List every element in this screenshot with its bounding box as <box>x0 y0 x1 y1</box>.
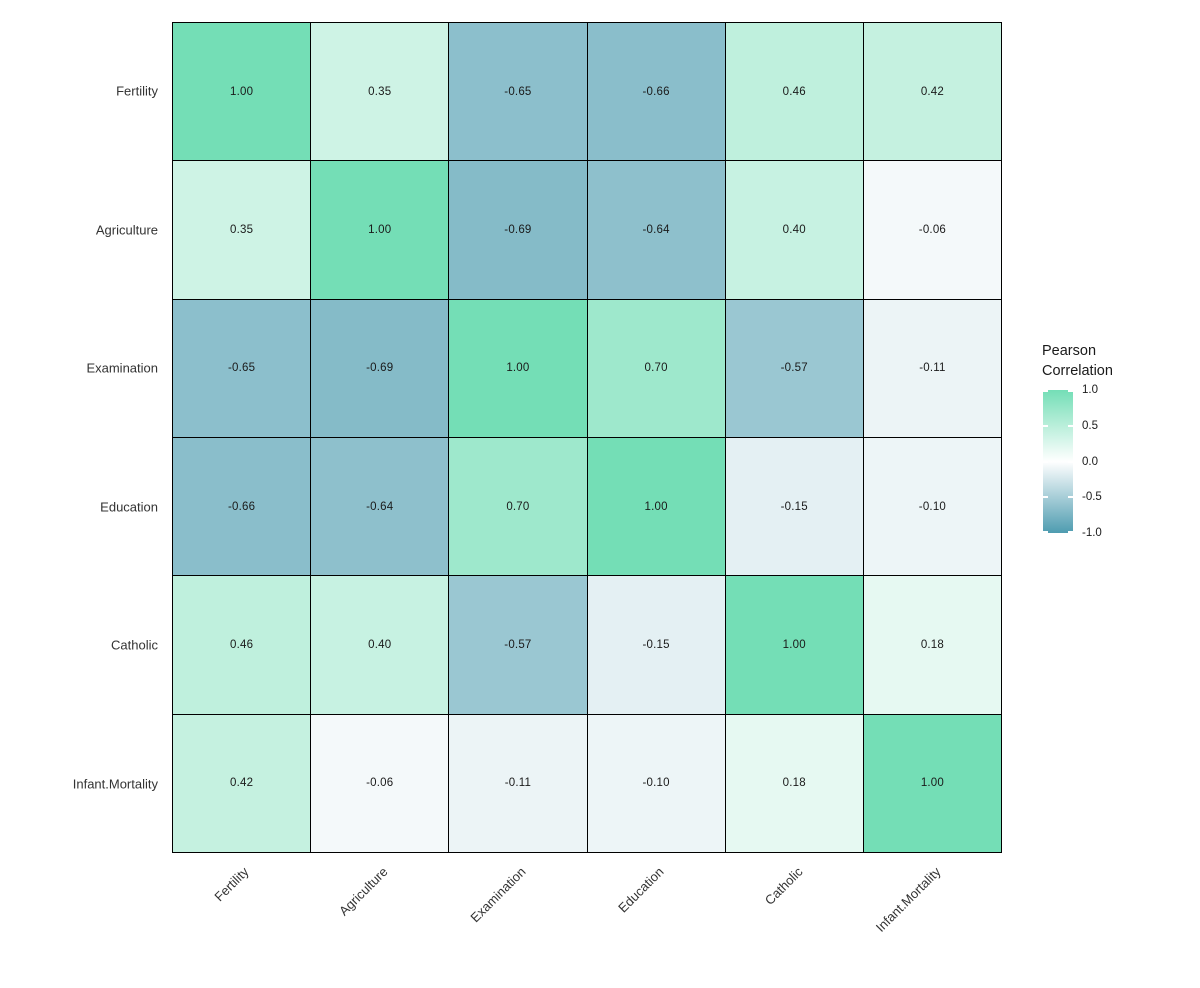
x-axis-label: Examination <box>467 864 529 926</box>
heatmap-cell: 1.00 <box>587 437 725 576</box>
heatmap-cell: 0.46 <box>173 576 311 714</box>
legend-tick-mark <box>1043 424 1048 427</box>
heatmap-cell: 0.42 <box>173 714 311 852</box>
heatmap-cell: -0.10 <box>587 714 725 852</box>
y-axis-label: Infant.Mortality <box>72 776 158 792</box>
heatmap-cell: 0.18 <box>863 576 1001 714</box>
legend-tick-mark <box>1068 531 1073 533</box>
x-axis-label: Infant.Mortality <box>872 864 944 935</box>
heatmap-cell: -0.64 <box>587 161 725 299</box>
heatmap-cell: -0.57 <box>725 299 863 437</box>
legend-tick-mark <box>1068 460 1073 463</box>
x-axis-label: Catholic <box>761 864 806 908</box>
heatmap-cell: 0.70 <box>449 437 587 576</box>
heatmap-cell: -0.65 <box>173 299 311 437</box>
legend-title-line-1: Pearson <box>1042 343 1097 359</box>
y-axis-label: Catholic <box>111 637 158 653</box>
heatmap-cell: -0.06 <box>863 161 1001 299</box>
heatmap-cell: -0.57 <box>449 576 587 714</box>
y-axis-label: Education <box>100 499 158 515</box>
legend-tick-mark <box>1043 531 1048 533</box>
heatmap-cell: 1.00 <box>863 714 1001 852</box>
legend-tick-label: -0.5 <box>1082 491 1102 504</box>
legend-tick-mark <box>1068 390 1073 392</box>
x-axis-label: Education <box>615 864 667 916</box>
heatmap-cell: 0.35 <box>311 23 449 161</box>
heatmap-cell: -0.65 <box>449 23 587 161</box>
heatmap-cell: -0.15 <box>587 576 725 714</box>
correlation-heatmap-figure: 1.00 0.35 -0.65 -0.66 0.46 0.42 0.35 1.00 -0.69-… <box>72 22 1113 935</box>
heatmap-cell: -0.64 <box>311 437 449 576</box>
heatmap-cell: -0.10 <box>863 437 1001 576</box>
heatmap-cell: 0.42 <box>863 23 1001 161</box>
heatmap-cell: -0.11 <box>863 299 1001 437</box>
legend-tick-mark <box>1068 424 1073 427</box>
legend-tick-mark <box>1068 496 1073 499</box>
heatmap-cell: 0.35 <box>173 161 311 299</box>
legend-tick-mark <box>1043 496 1048 499</box>
x-axis-label: Agriculture <box>335 864 391 919</box>
heatmap-cell: -0.66 <box>587 23 725 161</box>
heatmap-cell: 0.40 <box>725 161 863 299</box>
heatmap-cell: -0.69 <box>311 299 449 437</box>
heatmap-cell: 1.00 <box>449 299 587 437</box>
heatmap-cell: 0.70 <box>587 299 725 437</box>
heatmap-cell: 0.40 <box>311 576 449 714</box>
y-axis-label: Fertility <box>116 83 158 99</box>
heatmap-cell: 1.00 <box>311 161 449 299</box>
y-axis-label: Examination <box>86 360 158 376</box>
legend-title-line-2: Correlation <box>1042 363 1113 379</box>
heatmap-cell: -0.69 <box>449 161 587 299</box>
legend-tick-label: 1.0 <box>1082 384 1098 396</box>
heatmap-grid: 1.00 0.35 -0.65 -0.66 0.46 0.42 0.35 1.00 -0.69-… <box>172 22 1002 853</box>
heatmap-cell: 1.00 <box>725 576 863 714</box>
heatmap-cell: -0.15 <box>725 437 863 576</box>
legend-title: Pearson Correlation <box>1042 341 1113 381</box>
legend-tick-label: 0.5 <box>1082 419 1098 432</box>
legend-tick-label: -1.0 <box>1082 527 1102 539</box>
legend-tick-label: 0.0 <box>1082 455 1098 468</box>
heatmap-cell: 1.00 <box>173 23 311 161</box>
heatmap-cell: 0.18 <box>725 714 863 852</box>
heatmap-cell: -0.06 <box>311 714 449 852</box>
legend-tick-mark <box>1043 390 1048 392</box>
heatmap-cell: 0.46 <box>725 23 863 161</box>
legend-tick-mark <box>1043 460 1048 463</box>
heatmap-cell: -0.66 <box>173 437 311 576</box>
heatmap-cell: -0.11 <box>449 714 587 852</box>
y-axis-label: Agriculture <box>95 222 158 238</box>
x-axis-label: Fertility <box>211 864 252 905</box>
